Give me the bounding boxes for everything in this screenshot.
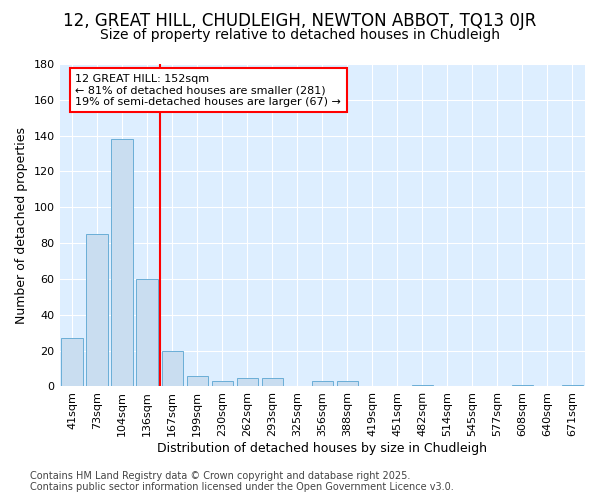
Bar — [262, 378, 283, 386]
Bar — [112, 139, 133, 386]
Bar — [187, 376, 208, 386]
Bar — [412, 384, 433, 386]
Text: Contains HM Land Registry data © Crown copyright and database right 2025.
Contai: Contains HM Land Registry data © Crown c… — [30, 471, 454, 492]
Bar — [512, 384, 533, 386]
Bar — [86, 234, 108, 386]
Bar — [337, 381, 358, 386]
Text: 12 GREAT HILL: 152sqm
← 81% of detached houses are smaller (281)
19% of semi-det: 12 GREAT HILL: 152sqm ← 81% of detached … — [76, 74, 341, 107]
Bar — [236, 378, 258, 386]
Y-axis label: Number of detached properties: Number of detached properties — [15, 126, 28, 324]
Bar — [311, 381, 333, 386]
Bar — [562, 384, 583, 386]
X-axis label: Distribution of detached houses by size in Chudleigh: Distribution of detached houses by size … — [157, 442, 487, 455]
Text: Size of property relative to detached houses in Chudleigh: Size of property relative to detached ho… — [100, 28, 500, 42]
Text: 12, GREAT HILL, CHUDLEIGH, NEWTON ABBOT, TQ13 0JR: 12, GREAT HILL, CHUDLEIGH, NEWTON ABBOT,… — [64, 12, 536, 30]
Bar — [161, 350, 183, 386]
Bar — [136, 279, 158, 386]
Bar — [61, 338, 83, 386]
Bar — [212, 381, 233, 386]
